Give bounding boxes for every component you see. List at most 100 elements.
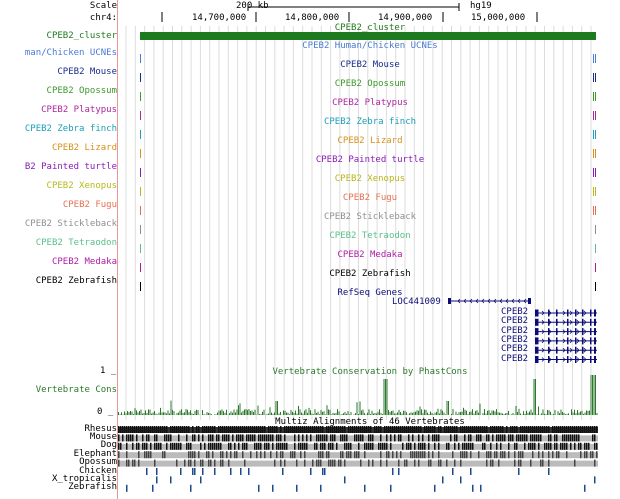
track-label-platypus[interactable]: CPEB2 Platypus [41,105,117,115]
track-label-tetraodon[interactable]: CPEB2 Tetraodon [35,238,117,248]
alignment-block [296,426,298,433]
alignment-block [342,434,344,442]
loc-gene-exon [448,298,451,304]
cons-bar [371,410,373,415]
alignment-block [278,442,280,450]
alignment-block [568,434,570,442]
refseq-gene-label[interactable]: CPEB2 [501,344,529,355]
cons-bar [209,413,211,415]
track-label-xenopus[interactable]: CPEB2 Xenopus [46,181,117,191]
track-label-painted_turtle[interactable]: B2 Painted turtle [24,162,117,172]
cons-bar [152,412,154,415]
alignment-block [326,451,328,459]
alignment-block [406,426,408,433]
track-label-fugu[interactable]: CPEB2 Fugu [62,200,117,210]
alignment-block [246,434,248,442]
track-label-opossum[interactable]: CPEB2 Opossum [46,86,117,96]
alignment-block [356,434,358,442]
refseq-gene-label[interactable]: CPEB2 [501,353,529,364]
species-label-elephant[interactable]: Elephant [73,448,117,459]
cons-bar [140,409,142,415]
cons-bar [446,401,448,415]
alignment-block [386,426,388,433]
alignment-block [398,459,400,467]
cons-bar [490,413,491,415]
alignment-block [148,426,150,433]
species-label-rhesus[interactable]: Rhesus [84,423,117,434]
species-label-x_tropicalis[interactable]: X_tropicalis [51,473,117,484]
alignment-block [372,434,374,442]
alignment-block [322,434,324,442]
alignment-block [554,434,556,442]
alignment-block [150,442,152,450]
track-label-stickleback[interactable]: CPEB2 Stickleback [24,219,117,229]
alignment-block [422,451,424,459]
track-label-medaka[interactable]: CPEB2 Medaka [51,257,117,267]
alignment-block [548,434,550,442]
refseq-gene-label[interactable]: CPEB2 [501,325,529,336]
alignment-block [410,426,412,433]
refseq-gene-label[interactable]: CPEB2 [501,316,529,327]
alignment-block [264,442,266,450]
alignment-block [502,434,504,442]
refseq-gene-label[interactable]: CPEB2 [501,307,529,317]
species-label-mouse[interactable]: Mouse [89,431,117,442]
track-label-cluster[interactable]: CPEB2_cluster [46,31,117,41]
track-label-human_chicken[interactable]: man/Chicken UCNEs [24,48,117,58]
alignment-block [354,426,356,433]
cons-bar [550,411,551,415]
alignment-block [326,426,328,433]
alignment-block [228,434,230,442]
cons-bar [320,410,322,415]
alignment-block [170,426,172,433]
alignment-block [130,434,132,442]
alignment-block [434,426,436,433]
cons-bar [296,413,298,415]
alignment-block [272,434,274,442]
alignment-block [428,459,430,467]
alignment-block [488,434,490,442]
alignment-block [386,451,388,459]
refseq-gene-label[interactable]: CPEB2 [501,334,529,345]
cons-bar [170,400,172,415]
alignment-block [372,459,374,467]
alignment-block [128,434,130,442]
cons-bar [538,406,539,415]
species-label-chicken[interactable]: Chicken [79,465,117,476]
alignment-block [308,426,310,433]
alignment-block [518,451,520,459]
alignment-block [494,426,496,433]
alignment-block [244,426,246,433]
species-label-dog[interactable]: Dog [100,440,117,451]
alignment-block [132,442,134,450]
alignment-block [584,484,586,492]
alignment-block [228,459,230,467]
alignment-block [156,476,158,484]
strand-arrow [569,329,573,334]
track-label-lizard[interactable]: CPEB2 Lizard [51,143,117,153]
alignment-block [512,434,514,442]
conservation-track-label[interactable]: Vertebrate Cons [35,385,117,395]
alignment-block [306,426,308,433]
track-label-mouse[interactable]: CPEB2 Mouse [57,67,117,77]
gene-exon [535,309,537,317]
track-label-zebra_finch[interactable]: CPEB2 Zebra finch [24,124,117,134]
species-label-zebrafish[interactable]: Zebrafish [68,482,117,493]
alignment-block [418,451,420,459]
loc-gene-label[interactable]: LOC441009 [392,297,441,307]
alignment-block [524,426,526,433]
alignment-block [570,434,572,442]
species-label-opossum[interactable]: Opossum [79,457,117,468]
alignment-block [380,434,382,442]
alignment-block [220,426,222,433]
gene-exon [582,356,584,363]
track-label-zebrafish[interactable]: CPEB2 Zebrafish [35,276,117,286]
alignment-block [258,434,260,442]
alignment-block [328,442,330,450]
cons-bar [134,408,136,415]
cons-bar [278,413,280,415]
alignment-block [194,468,196,475]
alignment-block [332,459,334,467]
strand-arrow [576,310,580,316]
